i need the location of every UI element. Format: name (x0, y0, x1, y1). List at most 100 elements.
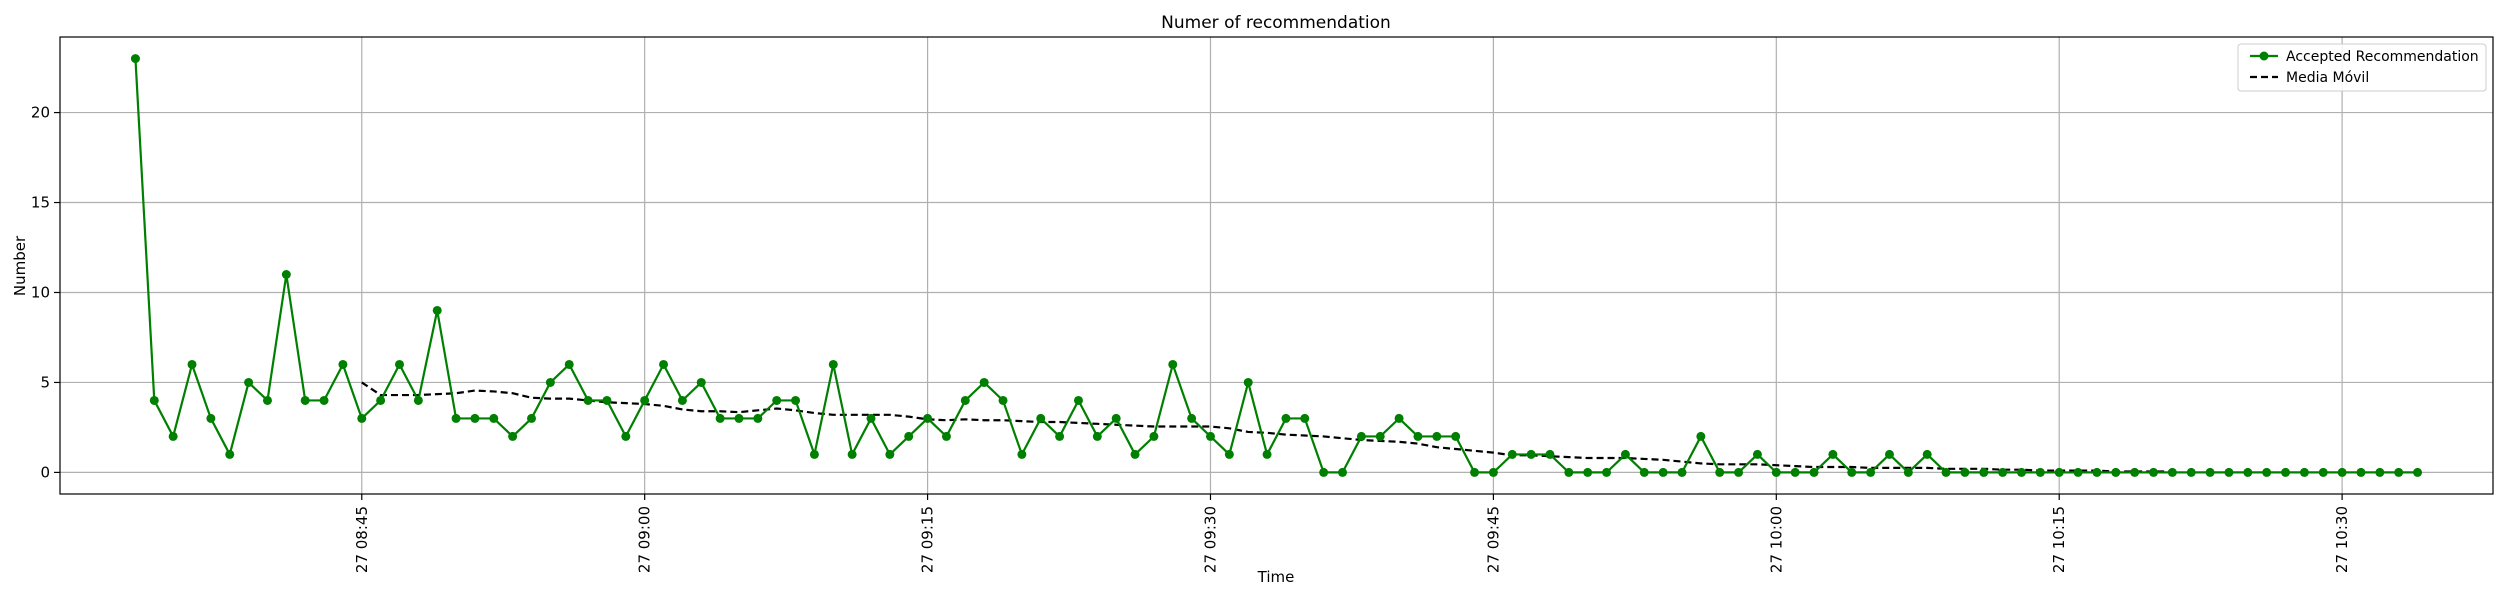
data-point (809, 449, 819, 459)
data-point (149, 395, 159, 405)
data-point (1979, 467, 1989, 477)
data-point (1168, 359, 1178, 369)
x-tick-label: 27 09:00 (636, 506, 654, 573)
data-point (262, 395, 272, 405)
data-point (1602, 467, 1612, 477)
data-point (1488, 467, 1498, 477)
chart-title: Numer of recommendation (1161, 13, 1391, 33)
data-point (130, 54, 140, 64)
x-tick-label: 27 09:15 (919, 506, 937, 573)
data-point (904, 431, 914, 441)
data-point (2130, 467, 2140, 477)
data-point (508, 431, 518, 441)
data-point (791, 395, 801, 405)
data-point (1677, 467, 1687, 477)
data-point (1828, 449, 1838, 459)
data-point (2092, 467, 2102, 477)
data-point (2243, 467, 2253, 477)
data-point (2205, 467, 2215, 477)
data-point (847, 449, 857, 459)
y-tick-label: 0 (40, 463, 50, 481)
data-point (1526, 449, 1536, 459)
data-point (1583, 467, 1593, 477)
data-point (1620, 449, 1630, 459)
data-point (319, 395, 329, 405)
data-point (1281, 413, 1291, 423)
data-point (1375, 431, 1385, 441)
data-point (1734, 467, 1744, 477)
data-point (1017, 449, 1027, 459)
x-tick-label: 27 10:00 (1767, 506, 1785, 573)
data-point (677, 395, 687, 405)
data-point (1960, 467, 1970, 477)
data-point (489, 413, 499, 423)
x-tick-label: 27 10:15 (2050, 506, 2068, 573)
data-point (1055, 431, 1065, 441)
data-point (1507, 449, 1517, 459)
data-point (2073, 467, 2083, 477)
data-point (602, 395, 612, 405)
data-point (2413, 467, 2423, 477)
data-point (753, 413, 763, 423)
data-point (376, 395, 386, 405)
data-point (2262, 467, 2272, 477)
data-point (1809, 467, 1819, 477)
data-point (715, 413, 725, 423)
data-point (885, 449, 895, 459)
data-point (1205, 431, 1215, 441)
data-point (2299, 467, 2309, 477)
legend-label-moving-average: Media Móvil (2286, 70, 2369, 86)
y-axis-ticks: 0 5 10 15 20 (31, 104, 60, 481)
data-point (828, 359, 838, 369)
legend-label-accepted: Accepted Recommendation (2286, 49, 2479, 65)
data-point (1790, 467, 1800, 477)
data-point (2281, 467, 2291, 477)
x-tick-label: 27 09:30 (1201, 506, 1219, 573)
data-point (2375, 467, 2385, 477)
data-point (357, 413, 367, 423)
data-point (621, 431, 631, 441)
data-point (979, 377, 989, 387)
x-tick-label: 27 08:45 (353, 506, 371, 573)
data-point (1847, 467, 1857, 477)
data-point (1149, 431, 1159, 441)
data-point (1413, 431, 1423, 441)
data-point (2016, 467, 2026, 477)
data-point (1187, 413, 1197, 423)
data-point (2224, 467, 2234, 477)
data-point (1771, 467, 1781, 477)
x-tick-label: 27 10:30 (2333, 506, 2351, 573)
data-point (640, 395, 650, 405)
legend: Accepted Recommendation Media Móvil (2237, 43, 2487, 92)
data-point (206, 413, 216, 423)
data-point (1866, 467, 1876, 477)
data-point (1470, 467, 1480, 477)
accepted-recommendation-series (130, 54, 2423, 477)
data-point (1922, 449, 1932, 459)
data-point (1903, 467, 1913, 477)
data-point (564, 359, 574, 369)
legend-accepted-marker (2259, 51, 2269, 61)
data-point (413, 395, 423, 405)
data-point (2149, 467, 2159, 477)
grid (60, 37, 2493, 494)
data-point (866, 413, 876, 423)
y-tick-label: 20 (31, 104, 50, 122)
data-point (772, 395, 782, 405)
y-axis-title: Number (11, 235, 29, 296)
data-point (1319, 467, 1329, 477)
data-point (2054, 467, 2064, 477)
data-point (1394, 413, 1404, 423)
data-point (659, 359, 669, 369)
data-point (1262, 449, 1272, 459)
data-point (1998, 467, 2008, 477)
x-axis-ticks: 27 08:45 27 09:00 27 09:15 27 09:30 27 09:45… (353, 494, 2351, 573)
accepted-recommendation-line (134, 58, 2418, 474)
data-point (2337, 467, 2347, 477)
data-point (1752, 449, 1762, 459)
data-point (1356, 431, 1366, 441)
x-axis-title: Time (1257, 568, 1295, 586)
data-point (1130, 449, 1140, 459)
data-point (168, 431, 178, 441)
